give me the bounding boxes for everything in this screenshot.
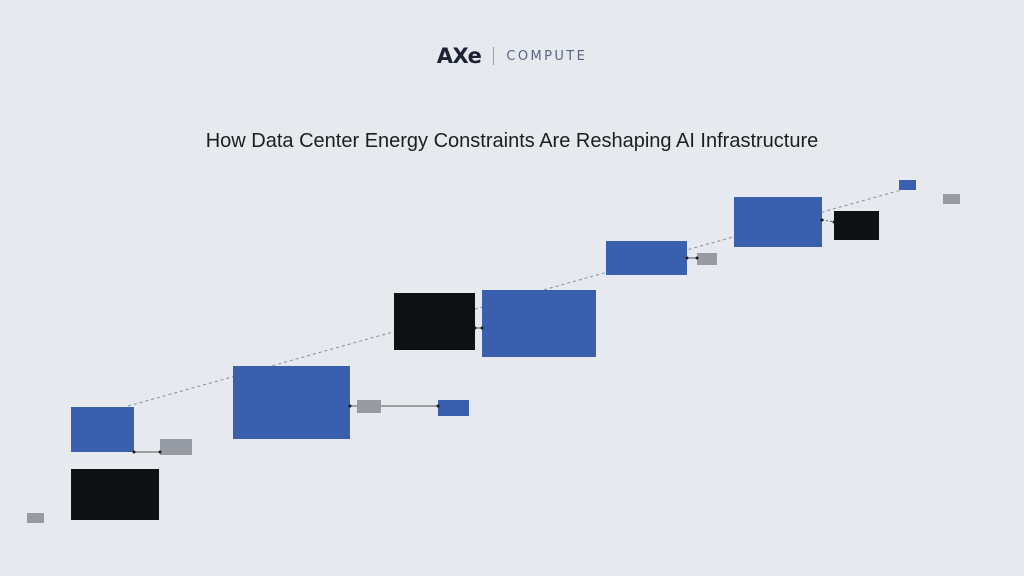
brand-logo: AXe COMPUTE [0, 40, 1024, 72]
gray-block [160, 439, 192, 455]
page-title: How Data Center Energy Constraints Are R… [205, 130, 819, 152]
connector-dot [436, 404, 440, 408]
blue-block [606, 241, 687, 275]
brand-divider [493, 47, 495, 65]
blue-block [71, 407, 134, 452]
gray-block [697, 253, 717, 265]
blue-block [734, 197, 822, 247]
brand-mark: AXe [436, 44, 482, 68]
black-block [71, 469, 159, 520]
connector-dot [695, 256, 699, 260]
connector-dots [132, 218, 836, 454]
brand-name: COMPUTE [506, 48, 588, 64]
connector-dot [685, 256, 689, 260]
connector-dot [832, 220, 836, 224]
connector-dot [132, 450, 136, 454]
connector-dot [473, 326, 477, 330]
gray-block [27, 513, 44, 523]
blue-block [233, 366, 350, 439]
blue-block [899, 180, 916, 190]
gray-block [943, 194, 960, 204]
connector-dot [158, 450, 162, 454]
gray-block [357, 400, 381, 413]
connector-dot [348, 404, 352, 408]
blue-block [482, 290, 596, 357]
connector-dot [480, 326, 484, 330]
black-block [834, 211, 879, 240]
connector-dot [820, 218, 824, 222]
blue-block [438, 400, 469, 416]
black-block [394, 293, 475, 350]
